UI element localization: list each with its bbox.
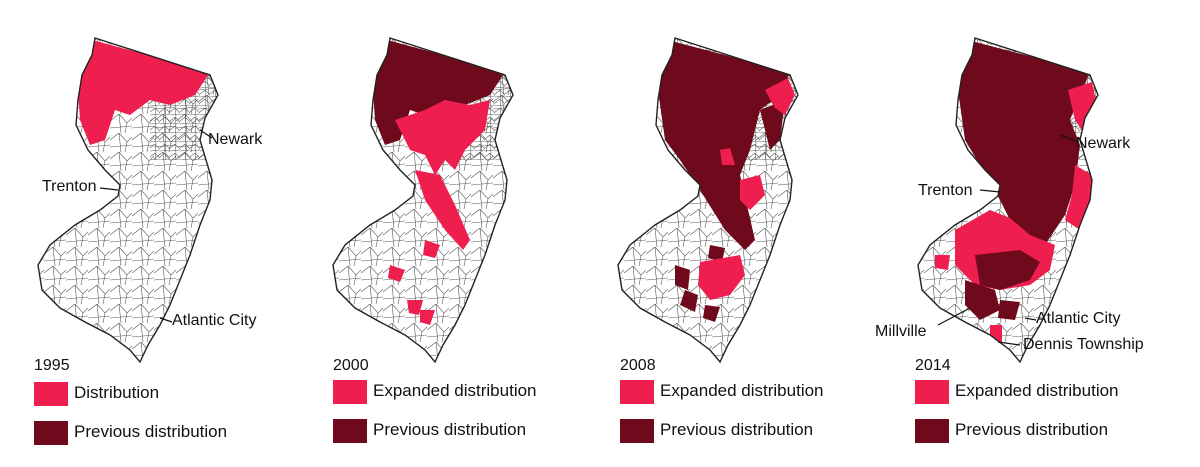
label-millville: Millville xyxy=(875,323,927,340)
legend-label: Previous distribution xyxy=(660,420,814,439)
nj-map-2000 xyxy=(332,37,514,363)
expanded-region xyxy=(720,148,735,165)
label-atlantic-city: Atlantic City xyxy=(1036,310,1121,327)
expanded-region xyxy=(765,78,795,115)
year-label: 2014 xyxy=(915,357,951,374)
expanded-region xyxy=(740,175,765,210)
map-panel-2008: 2008 Expanded distribution Previous dist… xyxy=(580,0,880,467)
legend-label: Previous distribution xyxy=(373,420,527,439)
year-label: 1995 xyxy=(34,357,70,374)
previous-region xyxy=(658,38,790,250)
expanded-region xyxy=(420,310,435,325)
label-trenton: Trenton xyxy=(918,182,973,199)
nj-map-1995 xyxy=(37,37,219,363)
legend-swatch xyxy=(620,419,654,443)
previous-region xyxy=(998,300,1020,320)
nj-map-2008 xyxy=(617,37,799,363)
legend-label: Distribution xyxy=(74,383,160,402)
map-panel-1995: Newark Trenton Atlantic City 1995 Distri… xyxy=(0,0,300,467)
map-panel-2014: Newark Trenton Atlantic City Millville D… xyxy=(875,0,1180,467)
label-newark: Newark xyxy=(1076,135,1131,152)
legend-label: Previous distribution xyxy=(955,420,1109,439)
previous-region xyxy=(975,250,1040,290)
previous-region xyxy=(708,245,725,262)
legend-label: Expanded distribution xyxy=(660,381,824,400)
previous-region xyxy=(728,205,745,225)
expanded-region xyxy=(935,255,950,270)
previous-region xyxy=(680,290,698,312)
legend-label: Expanded distribution xyxy=(373,381,537,400)
expanded-region xyxy=(698,255,745,300)
expanded-region xyxy=(423,240,440,258)
expanded-region xyxy=(395,100,490,175)
expanded-region xyxy=(407,300,423,315)
legend-swatch xyxy=(34,382,68,406)
map-panel-2000: 2000 Expanded distribution Previous dist… xyxy=(295,0,595,467)
label-newark: Newark xyxy=(208,131,263,148)
year-label: 2000 xyxy=(333,357,369,374)
label-dennis-township: Dennis Township xyxy=(1023,336,1144,353)
expanded-region xyxy=(415,170,470,250)
previous-region xyxy=(703,305,720,322)
legend-swatch xyxy=(333,380,367,404)
previous-region xyxy=(965,280,1000,320)
legend-swatch xyxy=(915,419,949,443)
label-atlantic-city: Atlantic City xyxy=(172,312,257,329)
legend-swatch xyxy=(620,380,654,404)
label-trenton: Trenton xyxy=(42,178,97,195)
legend-swatch xyxy=(34,421,68,445)
legend-label: Expanded distribution xyxy=(955,381,1119,400)
previous-region xyxy=(958,38,1090,245)
legend-swatch xyxy=(333,419,367,443)
legend-swatch xyxy=(915,380,949,404)
previous-region xyxy=(675,265,690,290)
expanded-region xyxy=(388,265,405,282)
legend-label: Previous distribution xyxy=(74,422,228,441)
previous-region xyxy=(760,100,785,150)
year-label: 2008 xyxy=(620,357,656,374)
nj-map-2014 xyxy=(917,37,1099,363)
